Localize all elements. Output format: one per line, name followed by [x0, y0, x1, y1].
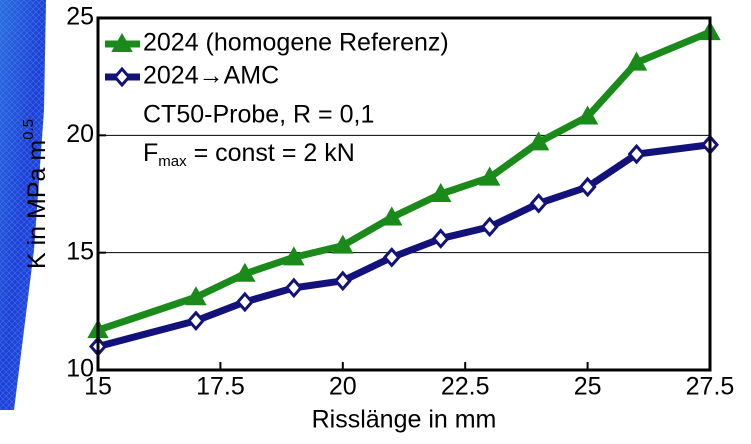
x-tick-label: 17.5: [196, 373, 245, 401]
legend-label: 2024 (homogene Referenz): [143, 29, 449, 57]
x-tick-label: 22.5: [441, 373, 490, 401]
annotation-text: = const = 2 kN: [187, 139, 355, 167]
y-axis-label-text: K in MPa m: [23, 140, 51, 269]
x-tick-label: 25: [574, 373, 602, 401]
chart: Risslänge in mm K in MPa m0.5 CT50-Probe…: [0, 0, 751, 439]
annotation-base: F: [143, 139, 158, 167]
y-tick-label: 25: [66, 3, 94, 31]
x-tick-label: 20: [329, 373, 357, 401]
annotation: CT50-Probe, R = 0,1: [143, 101, 374, 129]
x-tick-label: 27.5: [686, 373, 735, 401]
y-axis-label: K in MPa m0.5: [20, 119, 51, 269]
y-axis-label-superscript: 0.5: [20, 119, 37, 140]
y-tick-label: 15: [66, 237, 94, 265]
annotation-subscript: max: [158, 153, 187, 170]
x-axis-label: Risslänge in mm: [312, 406, 497, 434]
x-tick-label: 15: [84, 373, 112, 401]
y-tick-label: 20: [66, 120, 94, 148]
legend-label: 2024→AMC: [143, 62, 279, 90]
